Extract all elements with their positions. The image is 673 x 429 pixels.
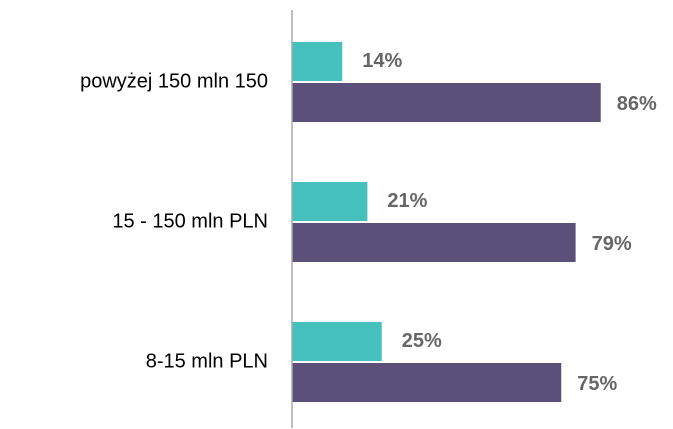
bar — [292, 182, 368, 221]
bar — [292, 42, 343, 81]
bar — [292, 83, 601, 122]
value-label: 86% — [617, 93, 657, 115]
value-label: 21% — [387, 190, 427, 212]
value-label: 79% — [592, 233, 632, 255]
category-label: 8-15 mln PLN — [146, 350, 268, 372]
value-label: 75% — [577, 373, 617, 395]
category-label: 15 - 150 mln PLN — [112, 210, 268, 232]
bar — [292, 322, 382, 361]
bar — [292, 363, 562, 402]
value-label: 25% — [402, 330, 442, 352]
bar — [292, 223, 576, 262]
category-label: powyżej 150 mln 150 — [80, 70, 268, 92]
value-label: 14% — [362, 50, 402, 72]
